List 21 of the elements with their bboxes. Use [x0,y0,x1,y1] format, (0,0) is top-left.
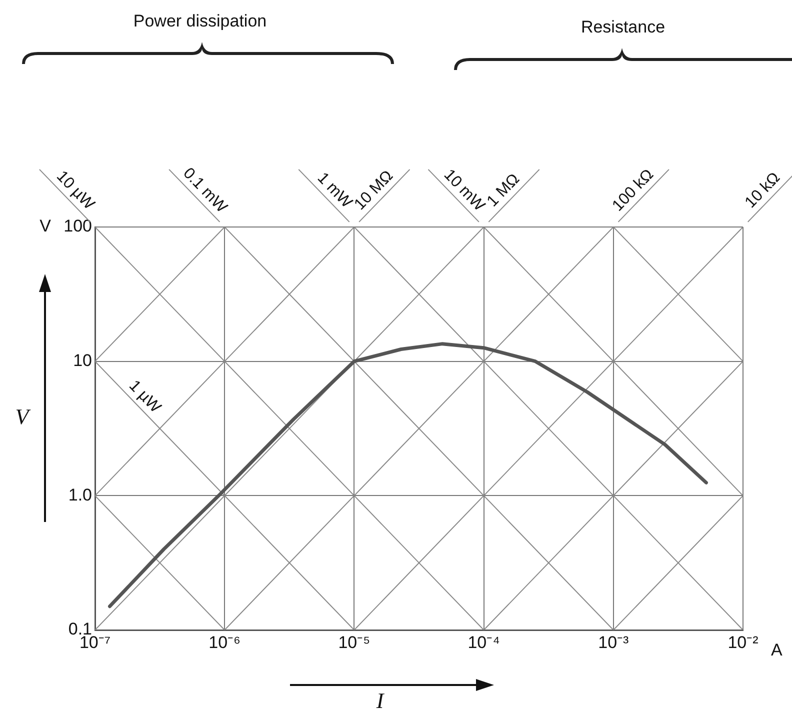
y-axis-title: V [15,404,32,429]
y-tick-label: 100 [64,216,92,236]
text: V [40,216,52,236]
text: A [771,640,783,660]
text: 100 kΩ [609,166,658,215]
text: 10 mW [440,166,488,216]
text: 1 mW [314,170,356,212]
text: Resistance [580,18,666,37]
x-tick-label: 10⁻⁵ [338,632,370,652]
text: 10 µW [52,168,98,214]
x-tick-label: 10⁻⁴ [468,632,500,652]
x-tick-label: 10⁻² [728,632,759,652]
x-tick-label: 10⁻³ [598,632,630,652]
text: 10 kΩ [742,169,784,212]
y-tick-label: 10 [73,351,92,370]
y-tick-label: 1.0 [68,485,92,504]
text: 0.1 mW [180,164,231,217]
x-tick-label: 10⁻⁶ [208,632,241,652]
x-axis-title: I [375,688,386,712]
text: Power dissipation [133,12,267,31]
text: 1 µW [125,377,164,417]
